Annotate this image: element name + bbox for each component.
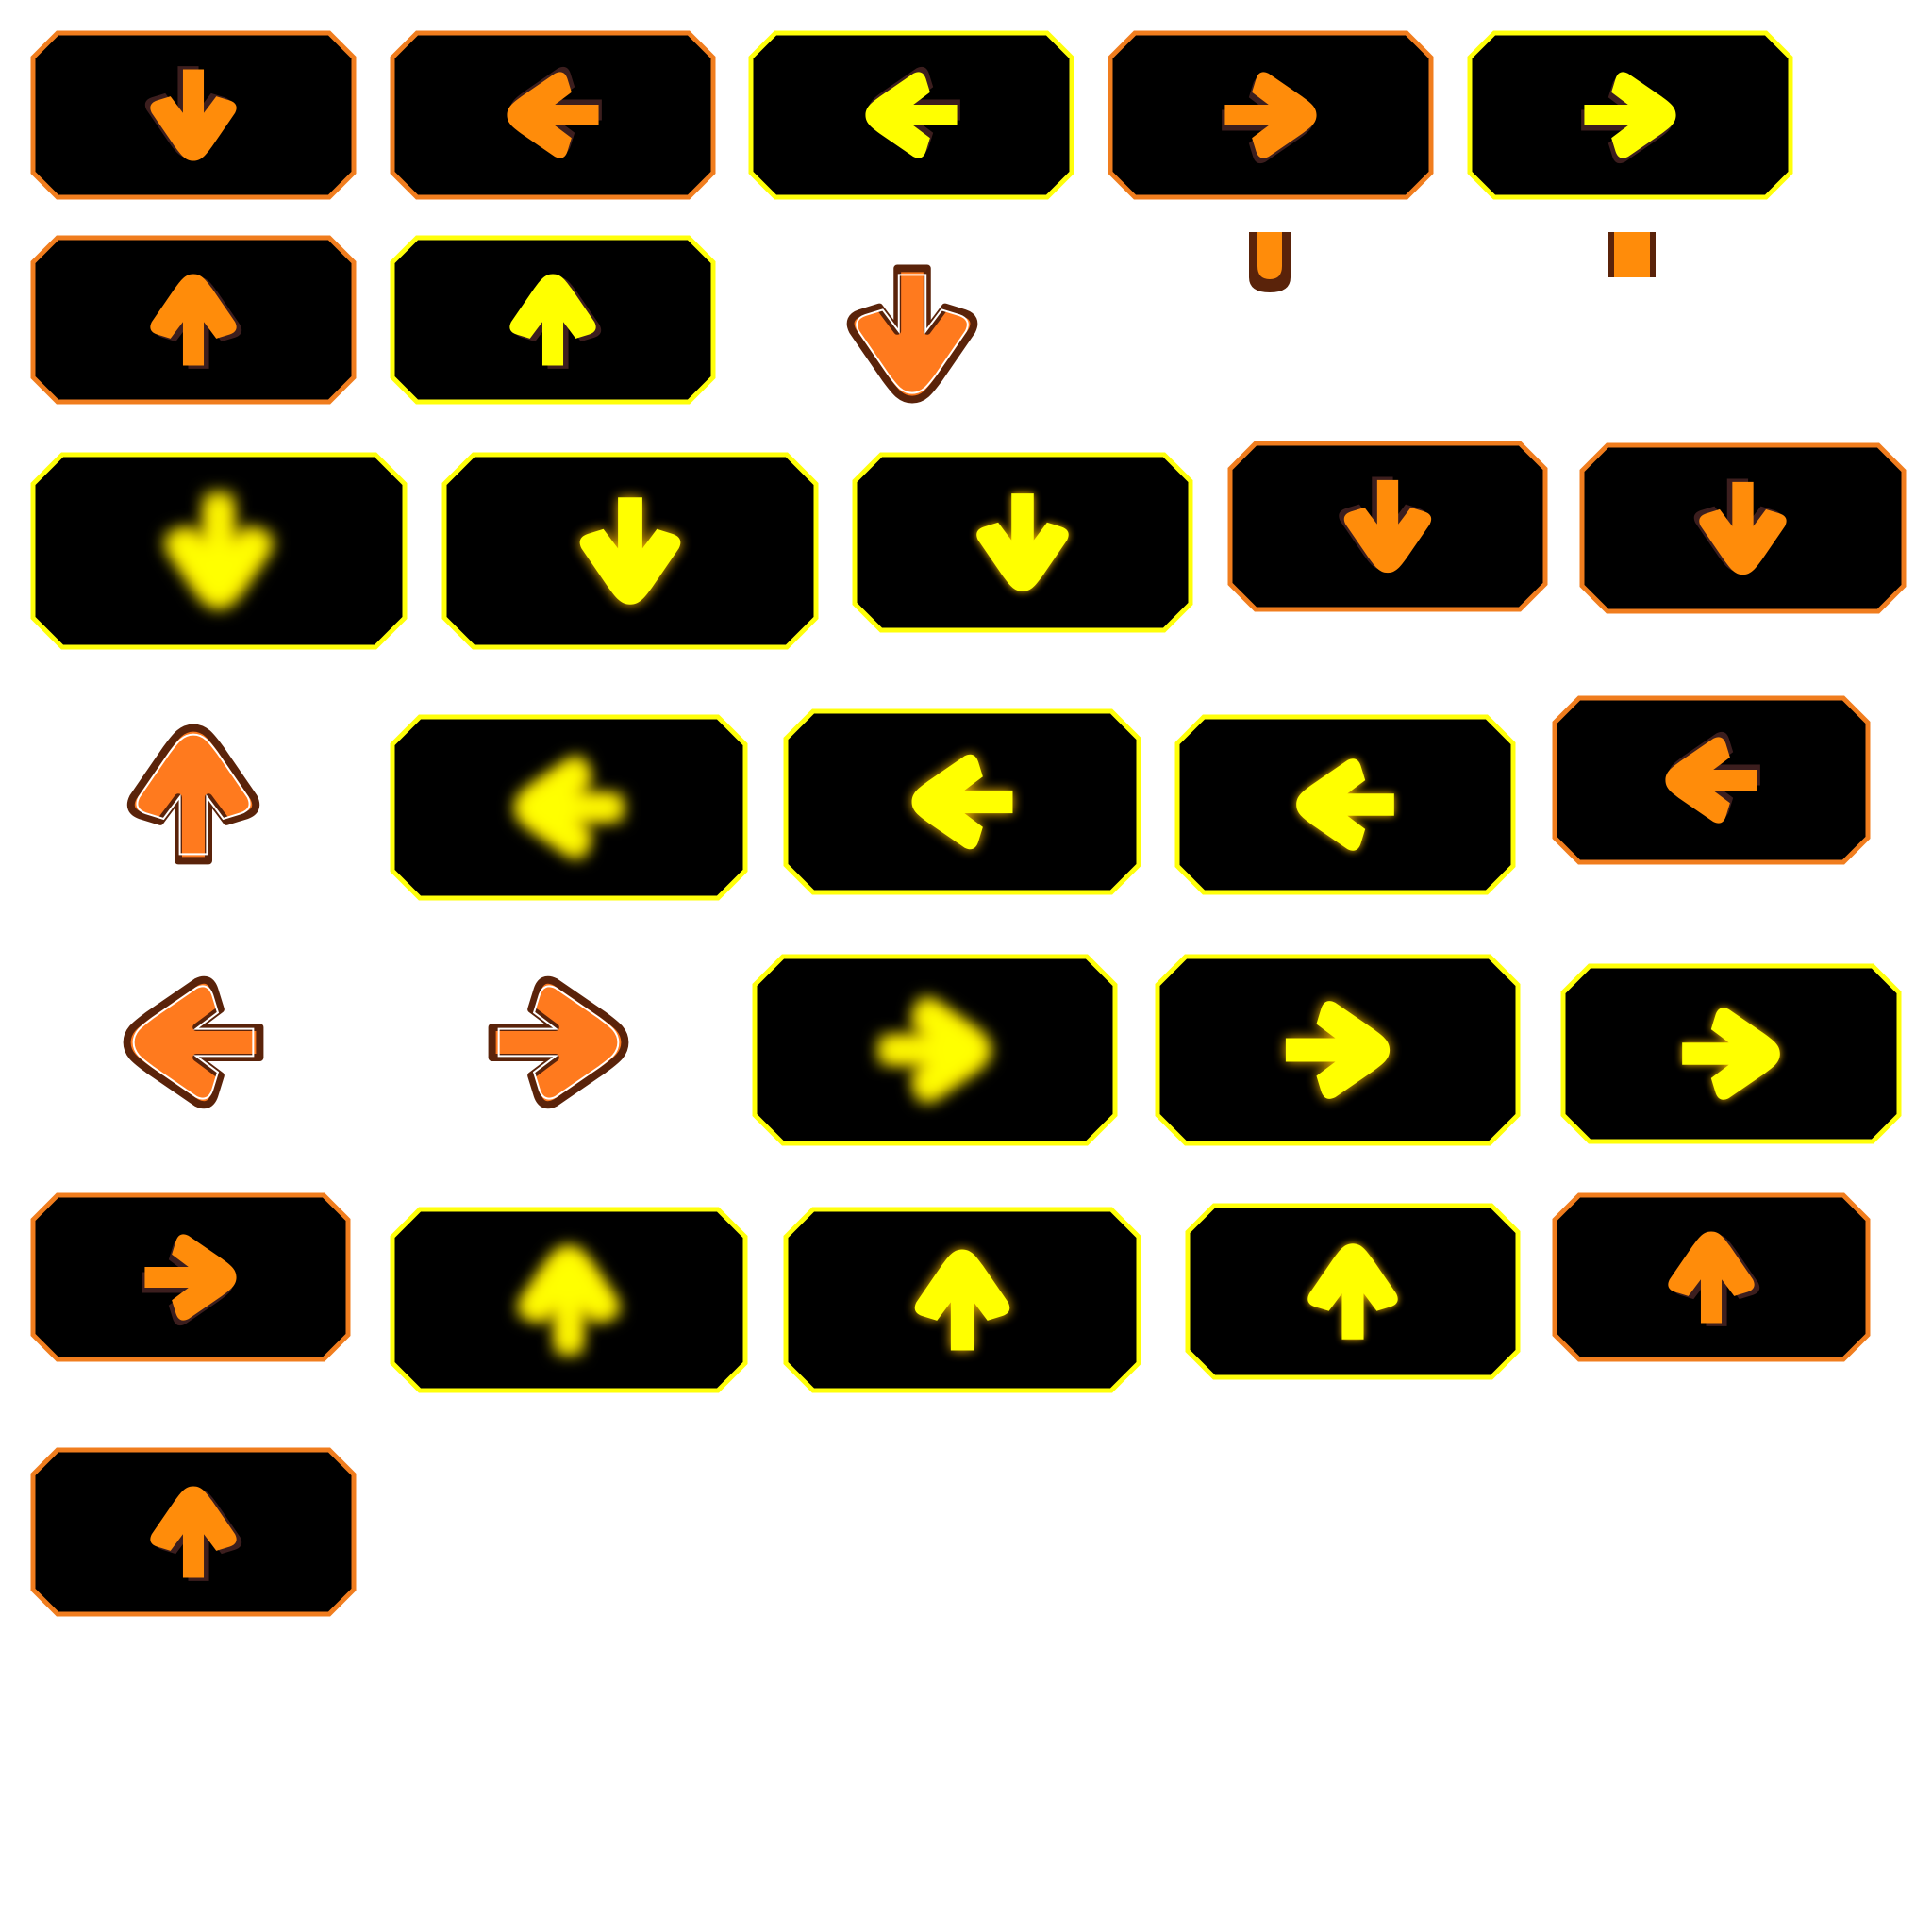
arrow-up-icon <box>914 1249 1010 1351</box>
press-up-glow-2 <box>783 1207 1141 1393</box>
press-up-glow-1 <box>390 1207 748 1393</box>
note-arrow-up-icon <box>126 724 260 865</box>
arrow-right-icon <box>1222 72 1317 164</box>
arrow-down-icon <box>144 66 237 161</box>
key-right-orange <box>1108 30 1434 200</box>
key-up-orange-2 <box>30 1447 357 1617</box>
arrow-down-icon <box>1693 478 1787 575</box>
hold-end-orange <box>1249 232 1291 292</box>
press-right-glow-2 <box>1155 954 1521 1146</box>
arrow-down-icon <box>976 493 1069 591</box>
press-down-glow-1 <box>30 452 408 650</box>
arrow-right-icon <box>142 1234 237 1326</box>
press-down-orange-1 <box>1227 441 1548 612</box>
arrow-left-icon <box>911 754 1013 850</box>
arrow-up-icon <box>1307 1243 1398 1340</box>
press-right-glow-1 <box>752 954 1118 1146</box>
note-up <box>126 724 260 865</box>
key-left-orange <box>390 30 716 200</box>
press-right-glow-3 <box>1560 963 1902 1144</box>
press-down-orange-2 <box>1579 442 1907 614</box>
press-left-glow-1 <box>390 714 748 901</box>
key-left-yellow <box>748 30 1074 200</box>
note-arrow-down-icon <box>846 264 978 404</box>
arrow-left-icon <box>515 758 623 858</box>
note-down <box>846 264 978 404</box>
key-down-orange <box>30 30 357 200</box>
arrow-down-icon <box>579 497 681 605</box>
press-down-glow-2 <box>441 452 819 650</box>
arrow-down-icon <box>165 494 273 608</box>
press-left-orange <box>1552 695 1871 865</box>
press-up-glow-3 <box>1185 1203 1521 1380</box>
arrow-up-icon <box>150 1486 242 1581</box>
press-up-orange <box>1552 1192 1871 1362</box>
arrow-left-icon <box>507 66 602 158</box>
note-arrow-left-icon <box>123 975 264 1109</box>
arrow-right-icon <box>1682 1008 1780 1100</box>
arrow-up-icon <box>150 274 242 369</box>
arrow-left-icon <box>1665 731 1760 824</box>
arrow-right-icon <box>880 998 990 1102</box>
key-up-orange <box>30 235 357 405</box>
press-down-glow-3 <box>852 452 1193 633</box>
arrow-left-icon <box>865 66 960 158</box>
note-left <box>123 975 264 1109</box>
note-arrow-right-icon <box>488 975 629 1109</box>
key-up-yellow <box>390 235 716 405</box>
press-right-orange <box>30 1192 351 1362</box>
arrow-up-icon <box>509 274 602 369</box>
arrow-up-icon <box>1668 1231 1760 1326</box>
hold-piece-orange <box>1608 232 1656 277</box>
press-left-glow-2 <box>783 708 1141 895</box>
key-right-yellow <box>1467 30 1793 200</box>
press-left-glow-3 <box>1174 714 1516 895</box>
arrow-right-icon <box>1285 1001 1391 1099</box>
arrow-up-icon <box>519 1246 619 1354</box>
arrow-left-icon <box>1296 758 1394 851</box>
arrow-right-icon <box>1581 72 1676 164</box>
arrow-down-icon <box>1339 476 1432 574</box>
note-right <box>488 975 629 1109</box>
